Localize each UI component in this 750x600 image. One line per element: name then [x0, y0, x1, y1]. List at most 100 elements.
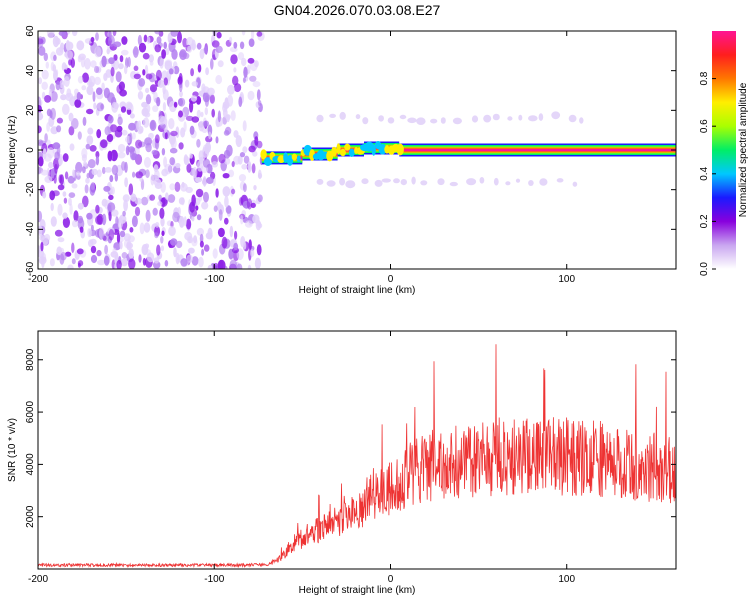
sideband-blob: [339, 177, 346, 186]
noise-blob: [178, 72, 183, 85]
noise-blob: [38, 77, 43, 85]
noise-blob: [38, 46, 46, 56]
noise-blob: [117, 116, 123, 126]
noise-blob: [55, 37, 61, 45]
noise-blob: [186, 163, 192, 173]
noise-blob: [242, 120, 247, 132]
noise-blob: [75, 161, 83, 174]
noise-blob: [41, 256, 45, 269]
noise-blob: [56, 246, 62, 256]
noise-blob: [205, 67, 210, 76]
noise-blob: [247, 90, 255, 101]
noise-blob: [131, 132, 136, 140]
noise-blob: [190, 68, 195, 77]
noise-blob: [215, 188, 219, 198]
noise-blob: [181, 197, 185, 206]
noise-blob: [57, 184, 65, 191]
sideband-blob: [316, 114, 324, 123]
sideband-blob: [345, 180, 356, 189]
noise-blob: [238, 197, 243, 206]
sideband-blob: [440, 117, 446, 124]
noise-blob: [38, 112, 44, 121]
noise-blob: [40, 169, 49, 176]
noise-blob: [201, 248, 205, 256]
carrier-blob: [371, 144, 376, 156]
noise-blob: [145, 209, 151, 222]
noise-blob: [133, 65, 139, 72]
noise-blob: [52, 64, 57, 73]
noise-blob: [121, 49, 129, 56]
sideband-blob: [539, 178, 548, 186]
noise-blob: [60, 252, 67, 261]
noise-blob: [229, 36, 233, 43]
noise-blob: [157, 79, 165, 88]
noise-blob: [196, 42, 202, 50]
noise-blob: [137, 128, 143, 135]
x-tick-label: 0: [388, 574, 394, 585]
noise-blob: [95, 215, 103, 225]
y-tick-label: 60: [25, 25, 36, 37]
spectrogram-xlabel: Height of straight line (km): [299, 285, 416, 296]
noise-blob: [53, 54, 57, 62]
noise-blob: [258, 100, 262, 106]
noise-blob: [126, 108, 132, 115]
noise-blob: [169, 147, 178, 154]
colorbar: 0.0 0.2 0.4 0.6 0.8 Normalized spectral ampl…: [699, 31, 749, 276]
noise-blob: [258, 223, 263, 229]
noise-blob: [38, 156, 44, 167]
noise-blob: [229, 225, 234, 238]
noise-blob: [71, 118, 79, 130]
noise-blob: [44, 133, 48, 143]
y-tick-label: 40: [25, 65, 36, 77]
noise-blob: [171, 49, 178, 60]
noise-blob: [207, 227, 213, 240]
noise-blob: [41, 69, 49, 80]
noise-blob: [159, 57, 164, 69]
x-tick-label: -200: [28, 574, 48, 585]
noise-blob: [202, 120, 208, 128]
noise-blob: [103, 255, 110, 266]
noise-blob: [191, 81, 198, 87]
noise-blob: [106, 133, 114, 143]
noise-blob: [144, 156, 151, 168]
noise-blob: [190, 95, 198, 102]
noise-blob: [247, 161, 252, 173]
sideband-blob: [483, 114, 492, 123]
noise-blob: [142, 52, 150, 60]
noise-blob: [117, 143, 126, 153]
noise-blob: [182, 52, 190, 59]
noise-blob: [217, 259, 226, 269]
noise-blob: [106, 48, 110, 55]
noise-blob: [252, 150, 258, 157]
noise-blob: [252, 214, 260, 224]
sideband-blob: [515, 178, 521, 183]
carrier-blob: [277, 155, 286, 163]
carrier-blob: [260, 149, 267, 160]
noise-blob: [211, 108, 215, 118]
noise-blob: [157, 201, 163, 207]
noise-blob: [43, 52, 48, 62]
noise-blob: [215, 45, 223, 54]
noise-blob: [211, 40, 220, 48]
noise-blob: [65, 50, 74, 60]
noise-blob: [58, 31, 67, 37]
noise-blob: [131, 215, 138, 228]
noise-blob: [104, 126, 111, 136]
noise-blob: [152, 207, 158, 216]
noise-blob: [256, 244, 262, 256]
noise-blob: [101, 82, 105, 92]
noise-blob: [107, 115, 114, 124]
noise-blob: [63, 76, 70, 87]
noise-blob: [178, 97, 186, 107]
noise-blob: [157, 115, 166, 126]
noise-blob: [135, 139, 143, 149]
noise-blob: [71, 242, 75, 254]
noise-blob: [135, 171, 143, 179]
noise-blob: [104, 167, 113, 173]
noise-blob: [96, 129, 102, 139]
noise-blob: [156, 96, 161, 107]
noise-blob: [86, 135, 94, 146]
noise-blob: [160, 217, 165, 227]
carrier-blob: [396, 143, 404, 156]
noise-blob: [224, 126, 232, 135]
